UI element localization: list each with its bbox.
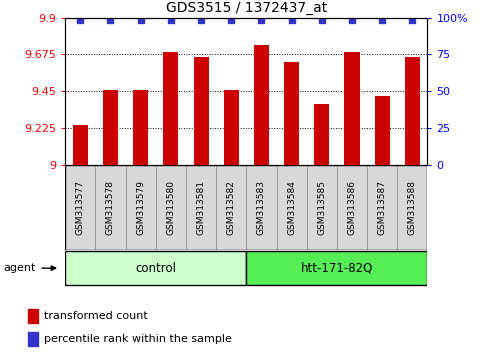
- Title: GDS3515 / 1372437_at: GDS3515 / 1372437_at: [166, 1, 327, 15]
- Text: GSM313588: GSM313588: [408, 179, 417, 235]
- Bar: [194, 57, 209, 165]
- FancyBboxPatch shape: [367, 165, 397, 250]
- Point: [107, 17, 114, 23]
- Text: GSM313581: GSM313581: [197, 179, 206, 235]
- Point: [227, 17, 235, 23]
- FancyBboxPatch shape: [126, 165, 156, 250]
- Text: percentile rank within the sample: percentile rank within the sample: [44, 334, 232, 344]
- FancyBboxPatch shape: [246, 165, 276, 250]
- FancyBboxPatch shape: [186, 165, 216, 250]
- Text: GSM313585: GSM313585: [317, 179, 327, 235]
- Point: [318, 17, 326, 23]
- FancyBboxPatch shape: [96, 165, 126, 250]
- Point: [348, 17, 356, 23]
- FancyBboxPatch shape: [307, 165, 337, 250]
- FancyBboxPatch shape: [246, 251, 427, 285]
- Bar: [133, 90, 148, 165]
- Point: [167, 17, 175, 23]
- Bar: [28, 332, 38, 346]
- FancyBboxPatch shape: [65, 165, 96, 250]
- Text: GSM313587: GSM313587: [378, 179, 387, 235]
- FancyBboxPatch shape: [397, 165, 427, 250]
- Bar: [224, 90, 239, 165]
- Point: [257, 17, 265, 23]
- Point: [197, 17, 205, 23]
- Text: htt-171-82Q: htt-171-82Q: [301, 262, 373, 275]
- FancyBboxPatch shape: [337, 165, 367, 250]
- Point: [288, 17, 296, 23]
- Point: [76, 17, 84, 23]
- FancyBboxPatch shape: [276, 165, 307, 250]
- Bar: [314, 104, 329, 165]
- Text: GSM313577: GSM313577: [76, 179, 85, 235]
- Bar: [344, 52, 359, 165]
- FancyBboxPatch shape: [65, 251, 246, 285]
- Bar: [254, 45, 269, 165]
- Text: control: control: [135, 262, 176, 275]
- Text: agent: agent: [3, 263, 36, 273]
- Text: GSM313582: GSM313582: [227, 179, 236, 235]
- Point: [137, 17, 144, 23]
- Bar: [405, 57, 420, 165]
- Text: GSM313580: GSM313580: [166, 179, 175, 235]
- Text: transformed count: transformed count: [44, 311, 148, 321]
- Text: GSM313586: GSM313586: [347, 179, 356, 235]
- FancyBboxPatch shape: [156, 165, 186, 250]
- Text: GSM313579: GSM313579: [136, 179, 145, 235]
- Bar: [73, 125, 88, 165]
- Bar: [28, 309, 38, 323]
- Text: GSM313583: GSM313583: [257, 179, 266, 235]
- Point: [409, 17, 416, 23]
- Bar: [284, 62, 299, 165]
- Bar: [163, 52, 178, 165]
- Bar: [103, 90, 118, 165]
- Text: GSM313578: GSM313578: [106, 179, 115, 235]
- Point: [378, 17, 386, 23]
- Bar: [375, 96, 390, 165]
- FancyBboxPatch shape: [216, 165, 246, 250]
- Text: GSM313584: GSM313584: [287, 179, 296, 235]
